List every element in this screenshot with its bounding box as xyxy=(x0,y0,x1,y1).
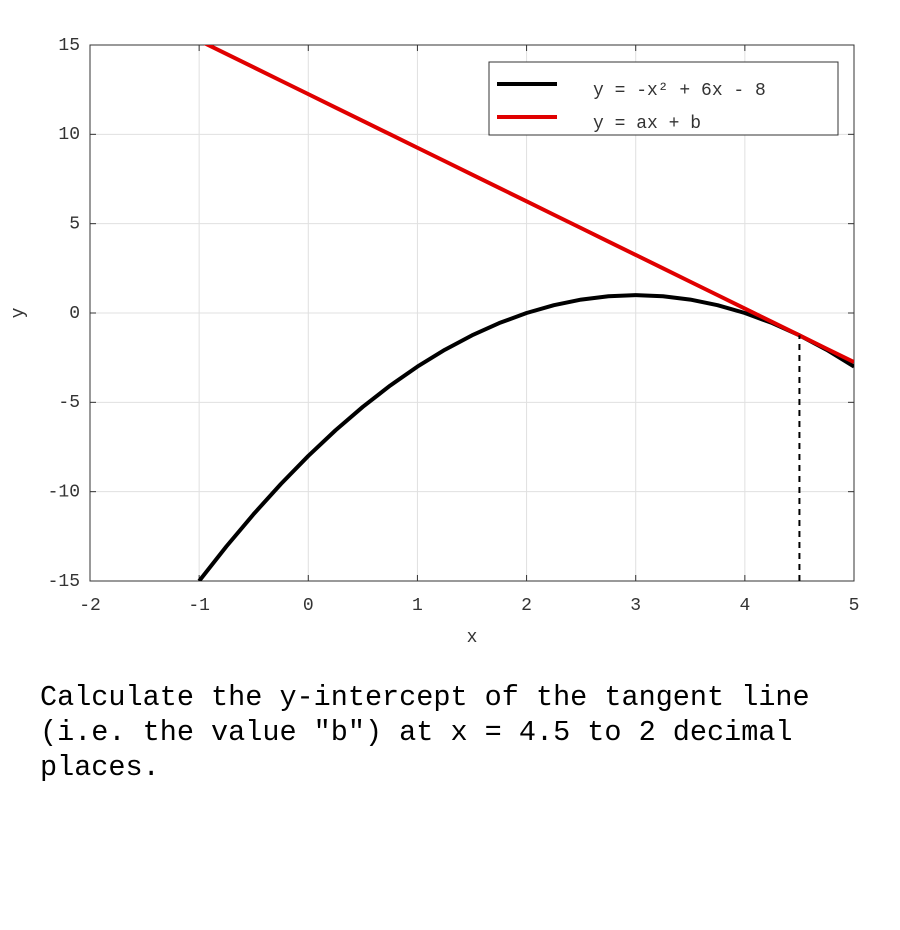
x-tick-label: 1 xyxy=(412,596,423,616)
legend-label: y = -x² + 6x - 8 xyxy=(593,81,766,101)
x-tick-label: 2 xyxy=(521,596,532,616)
y-tick-label: 5 xyxy=(69,214,80,234)
y-tick-label: 15 xyxy=(58,36,80,56)
series-line xyxy=(197,293,854,581)
plot-area xyxy=(197,45,854,581)
y-tick-label: -5 xyxy=(58,393,80,413)
y-tick-label: 10 xyxy=(58,125,80,145)
x-tick-label: 5 xyxy=(849,596,860,616)
y-tick-label: 0 xyxy=(69,304,80,324)
x-tick-label: 4 xyxy=(739,596,750,616)
plot-frame xyxy=(89,44,855,582)
x-tick-label: 3 xyxy=(630,596,641,616)
legend-box xyxy=(488,61,839,136)
x-axis-label: x xyxy=(467,628,478,648)
y-tick-label: -15 xyxy=(48,572,80,592)
x-tick-label: -2 xyxy=(79,596,101,616)
series-line xyxy=(203,45,854,364)
legend-label: y = ax + b xyxy=(593,114,701,134)
y-tick-label: -10 xyxy=(48,482,80,502)
x-tick-label: 0 xyxy=(303,596,314,616)
x-tick-label: -1 xyxy=(188,596,210,616)
y-axis-label: y xyxy=(9,307,29,318)
question: Calculate the y-intercept of the tangent… xyxy=(40,681,810,784)
